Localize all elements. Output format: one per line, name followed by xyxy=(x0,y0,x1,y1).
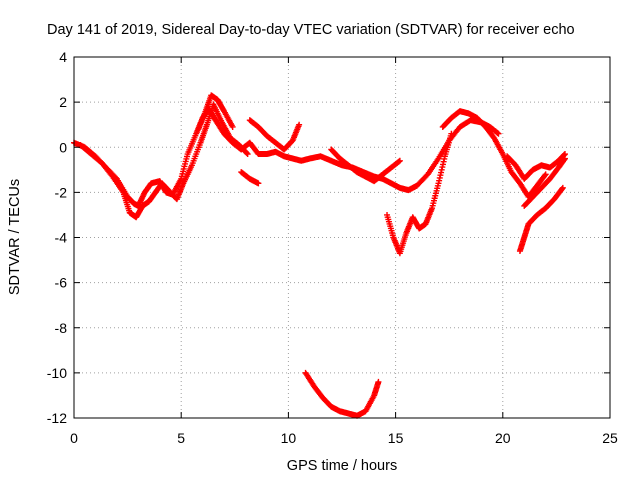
grid xyxy=(74,57,610,418)
series-track-g xyxy=(328,146,403,185)
chart-title: Day 141 of 2019, Sidereal Day-to-day VTE… xyxy=(47,22,575,38)
series-track-k xyxy=(516,184,566,255)
data-point xyxy=(296,121,303,128)
y-tick-label: -2 xyxy=(55,184,68,200)
data-point xyxy=(396,157,403,164)
y-tick-label: 2 xyxy=(59,94,67,110)
y-tick-label: -8 xyxy=(55,320,68,336)
data-point xyxy=(244,151,251,158)
series-track-j xyxy=(504,151,568,182)
axis-ticks: 0 5 10 15 20 25 -12 -10 -8 -6 -4 -2 0 2 4 xyxy=(47,49,618,446)
series-track-b xyxy=(77,101,251,221)
series-track-h xyxy=(384,130,455,257)
data-point xyxy=(561,155,568,162)
series-track-c xyxy=(195,92,236,133)
series-track-d xyxy=(238,169,262,187)
x-tick-label: 10 xyxy=(281,430,297,446)
x-axis-label: GPS time / hours xyxy=(287,458,397,474)
data-point xyxy=(495,130,502,137)
y-tick-label: -4 xyxy=(55,230,68,246)
series-track-l xyxy=(521,155,568,209)
data-point xyxy=(542,171,549,178)
plot-area xyxy=(71,92,568,419)
data-point xyxy=(541,172,548,179)
y-tick-label: 0 xyxy=(59,139,67,155)
y-tick-label: -12 xyxy=(47,410,67,426)
data-point xyxy=(229,123,236,130)
y-tick-label: 4 xyxy=(59,49,67,65)
y-axis-label: SDTVAR / TECUs xyxy=(7,179,23,295)
x-tick-label: 15 xyxy=(388,430,404,446)
data-point xyxy=(558,185,565,192)
data-point xyxy=(448,130,455,137)
series-track-i xyxy=(439,108,549,200)
y-tick-label: -6 xyxy=(55,275,68,291)
x-tick-label: 20 xyxy=(495,430,511,446)
series-track-e xyxy=(246,117,303,153)
data-point xyxy=(559,184,566,191)
x-tick-label: 0 xyxy=(70,430,78,446)
data-point xyxy=(375,378,382,385)
x-tick-label: 25 xyxy=(602,430,618,446)
data-point xyxy=(255,180,262,187)
series-track-f xyxy=(302,369,382,419)
x-tick-label: 5 xyxy=(177,430,185,446)
y-tick-label: -10 xyxy=(47,365,67,381)
data-point xyxy=(243,150,250,157)
